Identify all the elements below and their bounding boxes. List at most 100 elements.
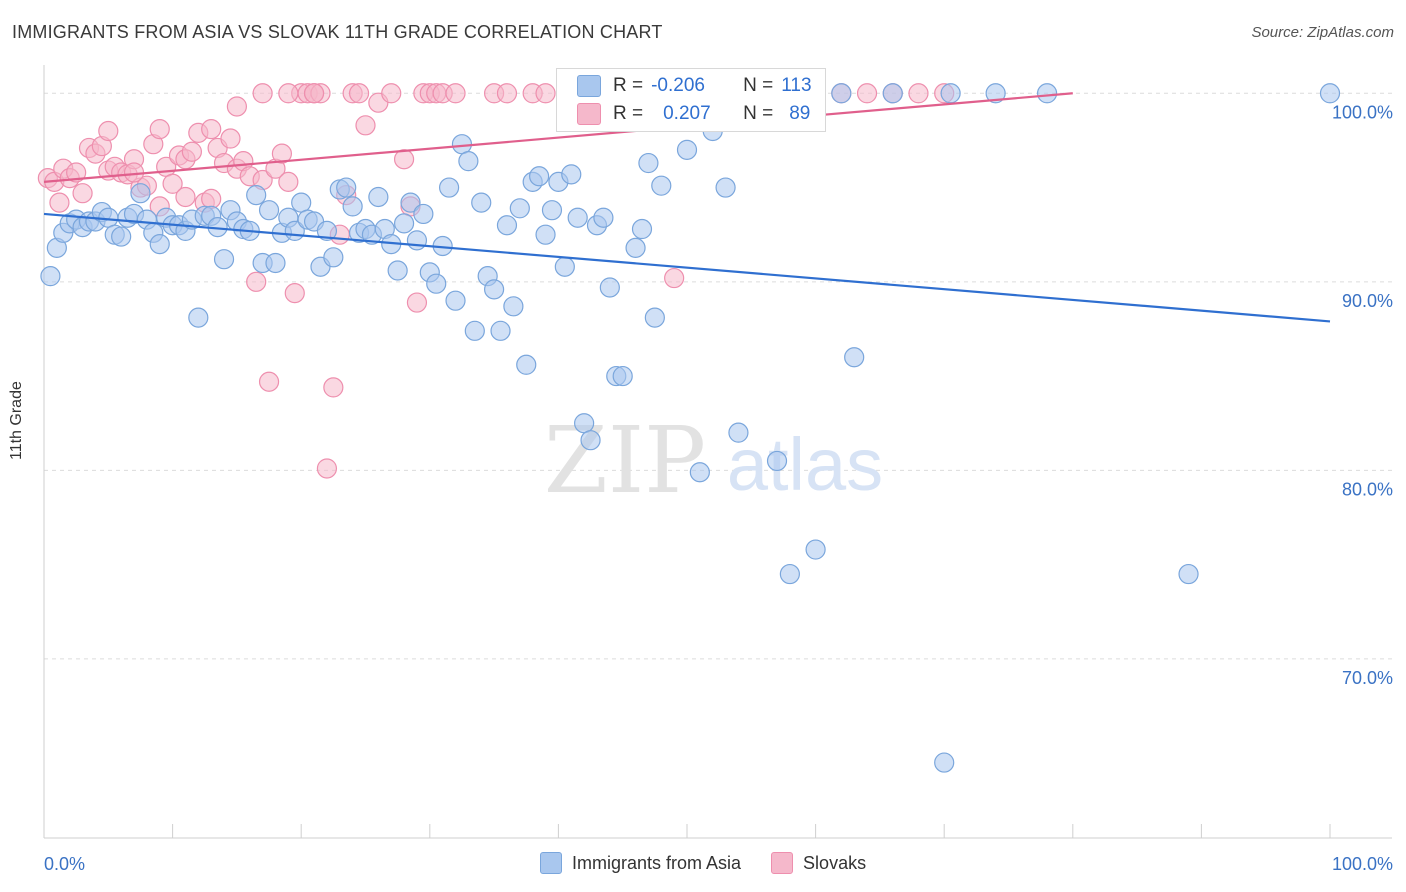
slovak-point bbox=[220, 128, 241, 149]
slovak-point bbox=[226, 96, 247, 117]
slovak-point bbox=[201, 119, 222, 140]
asia-point bbox=[651, 175, 672, 196]
asia-point bbox=[779, 563, 800, 585]
legend-item-slovaks[interactable]: Slovaks bbox=[771, 852, 866, 874]
asia-point bbox=[715, 177, 736, 198]
blue-swatch-icon bbox=[577, 75, 601, 97]
slovak-point bbox=[162, 173, 183, 194]
asia-point bbox=[188, 307, 209, 328]
asia-point bbox=[593, 207, 614, 228]
slovak-point bbox=[496, 83, 518, 104]
trend-line-slovaks bbox=[43, 92, 1073, 183]
asia-point bbox=[934, 752, 955, 773]
asia-point bbox=[111, 226, 132, 247]
slovak-point bbox=[271, 143, 293, 164]
asia-point bbox=[1178, 563, 1199, 585]
asia-point bbox=[413, 203, 434, 225]
asia-point bbox=[529, 166, 550, 187]
x-tick-label-min: 0.0% bbox=[44, 854, 85, 874]
asia-point bbox=[387, 260, 408, 281]
y-axis-label: 11th Grade bbox=[8, 381, 25, 460]
asia-point bbox=[567, 207, 588, 228]
slovak-point bbox=[856, 83, 878, 104]
asia-point bbox=[464, 320, 485, 341]
slovak-point bbox=[278, 83, 299, 104]
asia-point bbox=[406, 230, 428, 251]
slovak-point bbox=[149, 119, 170, 140]
slovak-point bbox=[98, 120, 119, 142]
n-value: 113 bbox=[781, 75, 812, 96]
asia-point bbox=[438, 177, 460, 198]
asia-point bbox=[130, 183, 151, 204]
asia-point bbox=[503, 296, 524, 317]
slovak-point bbox=[258, 371, 280, 392]
asia-point bbox=[574, 413, 595, 434]
asia-point bbox=[40, 266, 61, 287]
asia-point bbox=[509, 198, 530, 219]
slovak-point bbox=[181, 141, 202, 162]
asia-point bbox=[580, 430, 601, 451]
asia-point bbox=[676, 139, 698, 160]
trend-line-asia bbox=[43, 212, 1331, 323]
y-tick-label: 90.0% bbox=[1342, 291, 1393, 311]
n-label: N = bbox=[743, 103, 774, 124]
asia-point bbox=[258, 200, 280, 221]
slovak-point bbox=[535, 83, 556, 104]
legend-label: Immigrants from Asia bbox=[572, 852, 742, 873]
asia-point bbox=[631, 218, 653, 240]
n-label: N = bbox=[743, 75, 774, 96]
slovak-point bbox=[406, 292, 428, 313]
r-label: R = bbox=[613, 75, 644, 96]
asia-point bbox=[805, 539, 826, 560]
source-label: Source: ZipAtlas.com bbox=[1251, 24, 1394, 41]
x-tick-label-max: 100.0% bbox=[1332, 854, 1393, 874]
asia-point bbox=[612, 365, 633, 387]
asia-point bbox=[644, 307, 665, 328]
y-tick-label: 70.0% bbox=[1342, 668, 1393, 688]
axes bbox=[43, 65, 1392, 839]
legend: Immigrants from Asia Slovaks bbox=[540, 852, 866, 874]
asia-point bbox=[1036, 83, 1058, 104]
slovak-point bbox=[246, 271, 267, 292]
asia-point bbox=[541, 200, 563, 221]
slovak-point bbox=[381, 83, 402, 104]
asia-point bbox=[213, 249, 235, 270]
slovak-point bbox=[445, 83, 466, 104]
slovak-point bbox=[393, 149, 415, 170]
slovak-point bbox=[908, 83, 929, 104]
asia-point bbox=[316, 220, 338, 242]
r-value: 0.207 bbox=[663, 103, 711, 124]
slovak-point bbox=[201, 188, 222, 209]
legend-label: Slovaks bbox=[803, 852, 867, 873]
asia-point bbox=[246, 184, 267, 206]
asia-point bbox=[451, 134, 473, 155]
asia-point bbox=[689, 462, 710, 483]
slovak-point bbox=[175, 186, 196, 208]
asia-point bbox=[471, 192, 492, 213]
watermark-zip: ZIP bbox=[544, 407, 706, 514]
asia-point bbox=[484, 279, 505, 300]
asia-point bbox=[516, 354, 537, 375]
asia-point bbox=[844, 347, 865, 368]
stats-row-pink: R = 0.207 N = 89 bbox=[577, 100, 810, 128]
asia-point bbox=[265, 252, 286, 274]
asia-point bbox=[554, 256, 575, 277]
asia-point bbox=[535, 224, 556, 245]
legend-item-asia[interactable]: Immigrants from Asia bbox=[540, 852, 741, 874]
stats-row-blue: R = -0.206 N = 113 bbox=[577, 72, 812, 100]
asia-point bbox=[940, 83, 961, 104]
r-value: -0.206 bbox=[651, 75, 705, 96]
slovak-point bbox=[355, 115, 376, 136]
n-value: 89 bbox=[789, 103, 811, 124]
asia-point bbox=[323, 247, 344, 268]
series-asia-points bbox=[40, 83, 1341, 773]
y-tick-label: 80.0% bbox=[1342, 479, 1393, 499]
asia-point bbox=[599, 277, 620, 298]
asia-point bbox=[882, 83, 903, 104]
asia-point bbox=[766, 450, 788, 472]
asia-point bbox=[445, 290, 466, 311]
asia-point bbox=[426, 273, 447, 294]
asia-point bbox=[1319, 83, 1341, 104]
slovak-point bbox=[303, 83, 325, 104]
tick-labels: 100.0% 90.0% 80.0% 70.0% 0.0% 100.0% bbox=[44, 102, 1393, 874]
